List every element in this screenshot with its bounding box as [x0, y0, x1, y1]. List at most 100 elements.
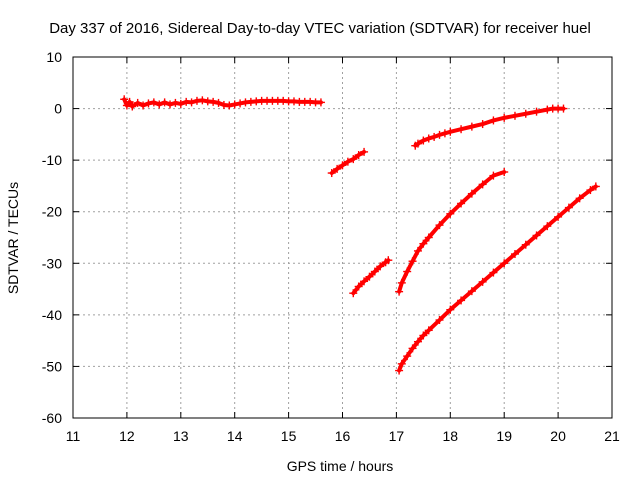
data-point	[343, 157, 352, 166]
data-point	[338, 161, 347, 170]
data-point	[559, 104, 568, 113]
data-point	[478, 277, 487, 286]
y-tick-label: -10	[42, 152, 62, 168]
data-point	[360, 147, 369, 156]
data-point	[397, 278, 406, 287]
data-point	[489, 268, 498, 277]
grid-lines	[73, 57, 612, 418]
data-point	[160, 98, 169, 107]
data-point	[532, 231, 541, 240]
data-point	[376, 262, 385, 271]
data-point	[424, 134, 433, 143]
data-points	[120, 95, 600, 375]
data-point	[419, 136, 428, 145]
data-point	[500, 259, 509, 268]
x-tick-label: 20	[550, 428, 566, 444]
data-point	[120, 95, 129, 104]
series-3-trace	[397, 170, 507, 294]
data-point	[395, 287, 404, 296]
x-tick-label: 19	[496, 428, 512, 444]
data-point	[575, 194, 584, 203]
x-tick-label: 14	[227, 428, 243, 444]
data-point	[225, 101, 234, 110]
data-point	[467, 189, 476, 198]
data-point	[133, 98, 142, 107]
data-point	[543, 222, 552, 231]
data-point	[370, 267, 379, 276]
data-point	[198, 96, 207, 105]
data-point	[333, 164, 342, 173]
data-point	[419, 331, 428, 340]
x-tick-label: 11	[66, 428, 81, 444]
data-point	[543, 105, 552, 114]
data-point	[467, 287, 476, 296]
data-point	[564, 203, 573, 212]
data-point	[413, 246, 422, 255]
data-point	[500, 168, 509, 177]
y-tick-label: -60	[42, 410, 62, 426]
y-tick-label: -20	[42, 204, 62, 220]
y-tick-label: 0	[54, 101, 62, 117]
data-point	[397, 359, 406, 368]
data-point	[430, 132, 439, 141]
data-point	[354, 282, 363, 291]
data-point	[209, 97, 218, 106]
data-point	[586, 186, 595, 195]
data-point	[521, 240, 530, 249]
x-tick-label: 12	[119, 428, 135, 444]
data-point	[510, 250, 519, 259]
data-point	[435, 221, 444, 230]
data-point	[149, 98, 158, 107]
data-point	[424, 233, 433, 242]
data-point	[349, 155, 358, 164]
data-point	[166, 100, 175, 109]
data-point	[413, 337, 422, 346]
data-point	[457, 199, 466, 208]
data-point	[349, 289, 358, 298]
data-point	[327, 169, 336, 178]
data-point	[440, 129, 449, 138]
data-point	[365, 272, 374, 281]
x-tick-label: 18	[443, 428, 459, 444]
data-point	[139, 101, 148, 110]
data-point	[214, 98, 223, 107]
y-axis-label: SDTVAR / TECUs	[5, 182, 21, 294]
data-point	[155, 100, 164, 109]
data-point	[408, 344, 417, 353]
x-tick-label: 21	[604, 428, 620, 444]
data-point	[467, 122, 476, 131]
y-tick-label: 10	[46, 49, 62, 65]
data-point	[554, 212, 563, 221]
data-point	[446, 305, 455, 314]
x-tick-label: 15	[281, 428, 297, 444]
data-point	[144, 99, 153, 108]
data-point	[236, 99, 245, 108]
data-point	[354, 150, 363, 159]
data-point	[489, 171, 498, 180]
x-axis-label: GPS time / hours	[287, 458, 394, 474]
data-point	[521, 109, 530, 118]
data-point	[419, 239, 428, 248]
data-point	[413, 139, 422, 148]
y-tick-label: -30	[42, 255, 62, 271]
data-point	[500, 113, 509, 122]
data-point	[384, 256, 393, 265]
data-point	[408, 257, 417, 266]
y-tick-label: -40	[42, 307, 62, 323]
data-point	[532, 107, 541, 116]
series-5-trace	[413, 106, 566, 148]
data-point	[360, 277, 369, 286]
data-point	[591, 182, 600, 191]
x-tick-label: 17	[389, 428, 405, 444]
data-point	[446, 127, 455, 136]
data-point	[435, 130, 444, 139]
x-tick-label: 16	[335, 428, 351, 444]
data-point	[489, 116, 498, 125]
tick-marks	[72, 56, 613, 419]
y-tick-labels: 10 0 -10 -20 -30 -40 -50 -60	[42, 49, 62, 426]
y-tick-label: -50	[42, 358, 62, 374]
data-point	[316, 98, 325, 107]
data-point	[424, 326, 433, 335]
data-point	[125, 97, 134, 106]
data-point	[435, 316, 444, 325]
